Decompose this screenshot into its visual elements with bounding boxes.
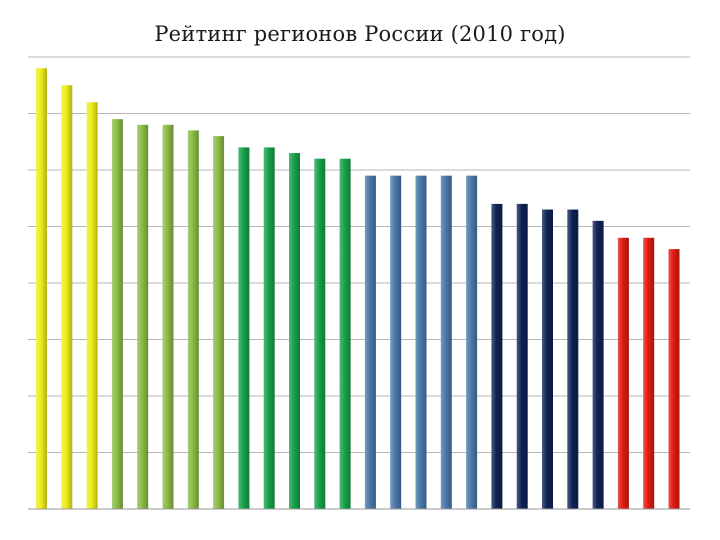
bar-21 [542,209,553,510]
bar-26 [668,249,680,509]
bar-2 [61,85,73,509]
bars [36,68,680,510]
bar-18 [466,175,478,509]
gridlines [28,56,690,453]
bar-7 [187,130,199,509]
bar-24 [617,237,629,510]
bar-25 [643,237,655,510]
bar-14 [364,175,376,509]
bar-9 [238,147,250,509]
bar-20 [516,203,528,509]
bar-4 [111,119,123,510]
bar-8 [213,136,225,509]
bar-15 [390,175,402,509]
bar-11 [289,153,300,510]
bar-1 [36,68,47,510]
bar-17 [440,175,452,509]
chart-title: Рейтинг регионов России (2010 год) [154,22,566,46]
bar-23 [592,220,604,509]
bar-16 [415,175,427,509]
bar-19 [491,203,503,509]
bar-6 [162,124,174,510]
bar-13 [339,158,351,509]
bar-12 [314,158,326,509]
bar-5 [137,124,149,510]
bar-22 [567,209,579,510]
bar-10 [263,147,275,509]
bar-3 [86,102,98,509]
